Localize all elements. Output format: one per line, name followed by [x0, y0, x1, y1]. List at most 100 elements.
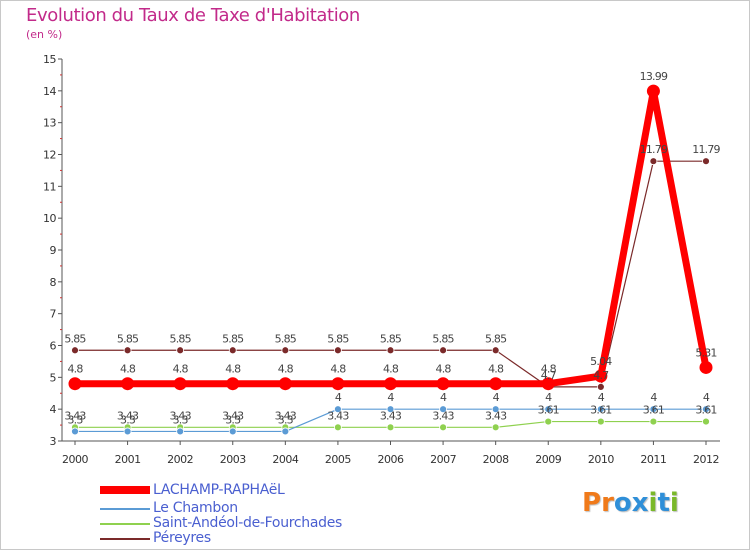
data-point-le-chambon [334, 405, 342, 414]
data-label-saint-andeol: 3.43 [380, 409, 402, 422]
legend-label-lachamp: LACHAMP-RAPHAëL [153, 482, 285, 498]
x-tick-label: 2009 [535, 453, 561, 466]
y-tick-label: 10 [43, 212, 56, 225]
legend-item-lachamp: LACHAMP-RAPHAëL [100, 482, 400, 498]
logo-letter: i [648, 488, 658, 518]
data-point-le-chambon [176, 427, 185, 436]
y-tick-label: 14 [43, 85, 56, 98]
data-label-pereyres: 5.85 [117, 332, 139, 345]
data-point-saint-andeol [334, 423, 342, 432]
data-label-lachamp: 4.8 [278, 363, 294, 376]
legend-swatch-saint-andeol [100, 523, 150, 525]
data-point-pereyres [702, 157, 710, 166]
data-label-lachamp: 4.8 [173, 363, 189, 376]
data-label-lachamp: 4.8 [383, 363, 399, 376]
data-point-lachamp [278, 377, 292, 391]
y-tick-label: 4 [50, 403, 57, 416]
x-tick-label: 2008 [483, 453, 509, 466]
data-label-saint-andeol: 3.43 [485, 409, 507, 422]
chart-unit-label: (en %) [26, 28, 63, 41]
data-point-le-chambon [281, 427, 290, 436]
data-label-lachamp: 5.04 [590, 355, 612, 368]
data-label-saint-andeol: 3.43 [222, 409, 244, 422]
data-point-lachamp [121, 377, 135, 391]
y-tick-label: 13 [43, 117, 56, 130]
data-label-saint-andeol: 3.43 [64, 409, 86, 422]
data-label-lachamp: 4.8 [436, 363, 452, 376]
data-label-lachamp: 4.8 [541, 363, 557, 376]
x-tick-label: 2010 [588, 453, 614, 466]
data-point-le-chambon [123, 427, 132, 436]
y-tick-label: 6 [50, 340, 57, 353]
data-point-pereyres [281, 346, 290, 355]
data-point-pereyres [491, 346, 500, 355]
data-point-pereyres [228, 346, 237, 355]
data-label-le-chambon: 4 [335, 391, 342, 404]
data-label-saint-andeol: 3.43 [117, 409, 139, 422]
data-point-lachamp [436, 377, 450, 391]
data-point-pereyres [386, 346, 395, 355]
y-tick-label: 8 [50, 276, 57, 289]
logo-letter: r [601, 488, 614, 518]
data-point-pereyres [71, 346, 79, 355]
data-point-saint-andeol [386, 423, 395, 432]
data-point-le-chambon [544, 405, 553, 414]
y-tick-label: 9 [50, 244, 57, 257]
data-point-le-chambon [491, 405, 500, 414]
data-label-le-chambon: 4 [440, 391, 447, 404]
data-label-le-chambon: 4 [387, 391, 394, 404]
data-point-saint-andeol [649, 417, 658, 426]
data-point-lachamp [594, 369, 608, 383]
legend-swatch-pereyres [100, 538, 150, 540]
data-label-lachamp: 4.8 [488, 363, 504, 376]
data-point-le-chambon [71, 427, 79, 436]
data-label-lachamp: 4.8 [330, 363, 346, 376]
legend-label-pereyres: Péreyres [153, 530, 211, 546]
data-point-le-chambon [439, 405, 447, 414]
data-point-lachamp [173, 377, 187, 391]
x-tick-label: 2002 [167, 453, 193, 466]
chart-title: Evolution du Taux de Taxe d'Habitation [26, 5, 360, 26]
data-label-pereyres: 5.85 [275, 332, 297, 345]
data-point-saint-andeol [439, 423, 447, 432]
data-label-le-chambon: 4 [703, 391, 710, 404]
data-point-lachamp [699, 360, 713, 374]
data-point-lachamp [331, 377, 345, 391]
x-tick-label: 2001 [115, 453, 141, 466]
data-point-lachamp [68, 377, 82, 391]
data-label-pereyres: 5.85 [170, 332, 192, 345]
data-point-pereyres [334, 346, 342, 355]
data-label-saint-andeol: 3.61 [538, 404, 559, 417]
data-label-pereyres: 4.7 [541, 369, 557, 382]
data-label-le-chambon: 4 [650, 391, 657, 404]
x-tick-label: 2005 [325, 453, 351, 466]
x-tick-label: 2011 [640, 453, 666, 466]
data-label-pereyres: 4.7 [593, 369, 609, 382]
data-label-pereyres: 5.85 [432, 332, 454, 345]
logo-letter: i [669, 488, 679, 518]
data-label-lachamp: 5.31 [695, 346, 716, 359]
x-tick-label: 2000 [62, 453, 88, 466]
y-tick-label: 5 [50, 371, 57, 384]
data-label-le-chambon: 3.3 [67, 413, 83, 426]
data-label-pereyres: 11.79 [640, 143, 668, 156]
data-point-lachamp [541, 377, 555, 391]
data-label-le-chambon: 3.3 [120, 413, 136, 426]
data-label-saint-andeol: 3.43 [327, 409, 349, 422]
data-label-pereyres: 5.85 [327, 332, 349, 345]
data-label-pereyres: 5.85 [485, 332, 507, 345]
data-point-saint-andeol [491, 423, 500, 432]
data-label-saint-andeol: 3.61 [695, 404, 716, 417]
legend-item-saint-andeol: Saint-Andéol-de-Fourchades [100, 515, 400, 531]
logo-letter: x [631, 488, 649, 518]
data-label-pereyres: 5.85 [222, 332, 244, 345]
data-point-pereyres [439, 346, 447, 355]
logo-letter: P [582, 488, 602, 518]
data-label-le-chambon: 4 [545, 391, 552, 404]
data-label-pereyres: 5.85 [380, 332, 402, 345]
data-label-saint-andeol: 3.43 [275, 409, 297, 422]
data-point-pereyres [176, 346, 185, 355]
data-label-lachamp: 4.8 [225, 363, 241, 376]
